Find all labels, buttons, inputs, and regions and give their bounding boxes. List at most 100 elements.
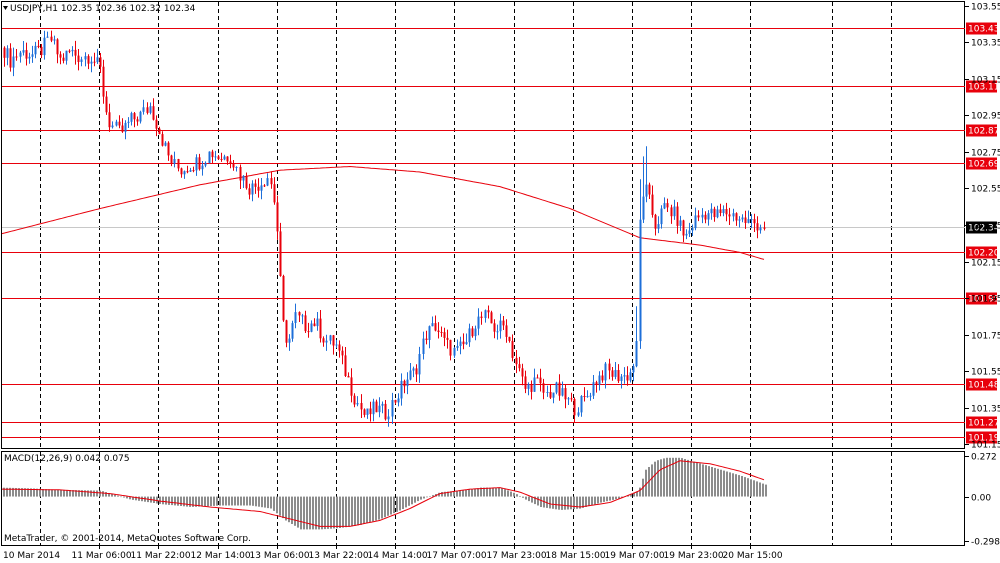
candle-body [53,39,56,41]
macd-bar [357,496,359,526]
macd-bar [222,496,224,506]
candle-body [446,337,449,340]
candle-body [245,175,248,189]
macd-bar [732,473,734,497]
candle-body [87,56,90,64]
level-box [966,124,997,137]
candle-body [341,350,344,356]
macd-bar [498,487,500,497]
macd-bar [501,488,503,497]
candle-body [462,341,465,345]
candle-body [642,196,645,220]
candle-body [651,194,654,215]
macd-bar [630,493,632,497]
candle-body [90,61,93,64]
candle-body [614,370,617,377]
macd-bar [633,492,635,497]
macd-bar [453,491,455,497]
candle-body [400,380,403,399]
macd-bar [225,496,227,506]
candle-body [443,332,446,338]
candle-body [139,111,142,122]
macd-bar [345,496,347,528]
vertical-grid [40,2,892,545]
macd-bar [66,490,68,497]
macd-bar [468,489,470,497]
candle-body [102,66,105,97]
macd-bar [513,492,515,497]
candle-body [46,36,49,38]
macd-bar [249,496,251,506]
macd-bar [288,496,290,523]
level-label: 101.19 [968,434,1000,444]
candle-body [598,375,601,385]
level-box [966,431,997,444]
candle-body [626,375,629,381]
macd-bar [291,496,293,524]
candle-body [335,344,338,346]
macd-bar [243,496,245,506]
macd-bar [135,496,137,501]
macd-bar [603,496,605,502]
macd-bar [684,459,686,497]
macd-bar [228,496,230,506]
macd-bar [636,491,638,497]
candle-body [288,338,291,343]
candle-body [713,208,716,218]
candle-body [586,396,589,398]
macd-bar [114,494,116,497]
macd-bar [699,463,701,497]
macd-bar [270,496,272,509]
price-tick-label: 101.55 [971,368,1000,378]
macd-bar [519,496,521,497]
macd-bar [96,490,98,497]
candle-body [744,217,747,223]
candle-body [347,376,350,378]
candle-body [226,156,229,162]
level-label: 102.20 [968,249,1000,259]
candle-body [204,162,207,166]
macd-bar [279,496,281,516]
candle-body [12,56,15,68]
macd-bar [327,496,329,529]
dropdown-triangle-icon[interactable] [3,6,8,10]
macd-bar [615,496,617,500]
candle-body [608,363,611,371]
level-box [966,292,997,305]
macd-bar [429,496,431,497]
candle-body [691,228,694,231]
macd-bar [183,496,185,507]
candle-body [679,220,682,226]
macd-bar [246,496,248,506]
macd-bar [420,496,422,500]
macd-bar [690,460,692,497]
macd-bar [165,496,167,505]
candle-body [146,107,149,113]
macd-bar [507,490,509,497]
candle-body [130,113,133,122]
macd-bar [651,464,653,497]
candle-body [235,167,238,168]
macd-bar [57,489,59,497]
candle-body [403,380,406,387]
macd-bar [555,496,557,510]
candle-body [257,186,260,191]
macd-bar [753,480,755,497]
macd-bar [750,479,752,497]
macd-bar [126,496,128,499]
macd-bar [525,496,527,500]
candle-body [105,96,108,113]
macd-bar [42,489,44,497]
macd-bar [666,457,668,497]
macd-bar [411,496,413,505]
macd-bar [60,489,62,497]
candle-body [270,178,273,185]
macd-bar [654,461,656,497]
macd-bar [744,477,746,497]
price-tick-label: 102.15 [971,259,1000,269]
price-tick-label: 101.95 [971,295,1000,305]
candle-body [673,206,676,217]
macd-bar [591,496,593,506]
candle-body [220,159,223,160]
candle-body [728,214,731,217]
